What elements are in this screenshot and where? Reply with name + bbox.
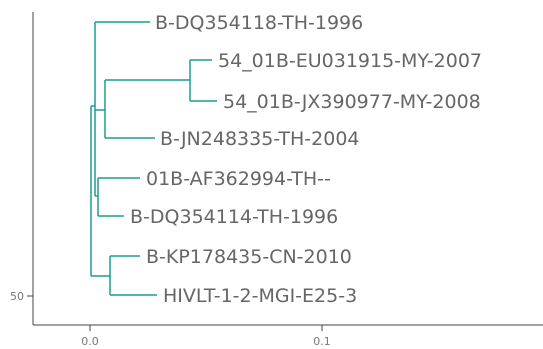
leaf-label-3: 54_01B-JX390977-MY-2008 xyxy=(223,91,481,113)
leaf-label-5: 01B-AF362994-TH-- xyxy=(146,168,331,190)
leaf-labels: B-DQ354118-TH-1996 54_01B-EU031915-MY-20… xyxy=(130,12,482,307)
leaf-label-7: B-KP178435-CN-2010 xyxy=(146,246,352,268)
leaf-label-8: HIVLT-1-2-MGI-E25-3 xyxy=(163,285,357,307)
leaf-label-6: B-DQ354114-TH-1996 xyxy=(130,206,338,228)
x-tick-label-0: 0.0 xyxy=(81,335,99,348)
leaf-label-4: B-JN248335-TH-2004 xyxy=(160,128,360,150)
x-tick-label-1: 0.1 xyxy=(313,335,331,348)
y-tick-label: 50 xyxy=(10,290,24,303)
tree-branches xyxy=(90,21,217,296)
leaf-label-1: B-DQ354118-TH-1996 xyxy=(155,12,363,34)
leaf-label-2: 54_01B-EU031915-MY-2007 xyxy=(218,50,482,72)
